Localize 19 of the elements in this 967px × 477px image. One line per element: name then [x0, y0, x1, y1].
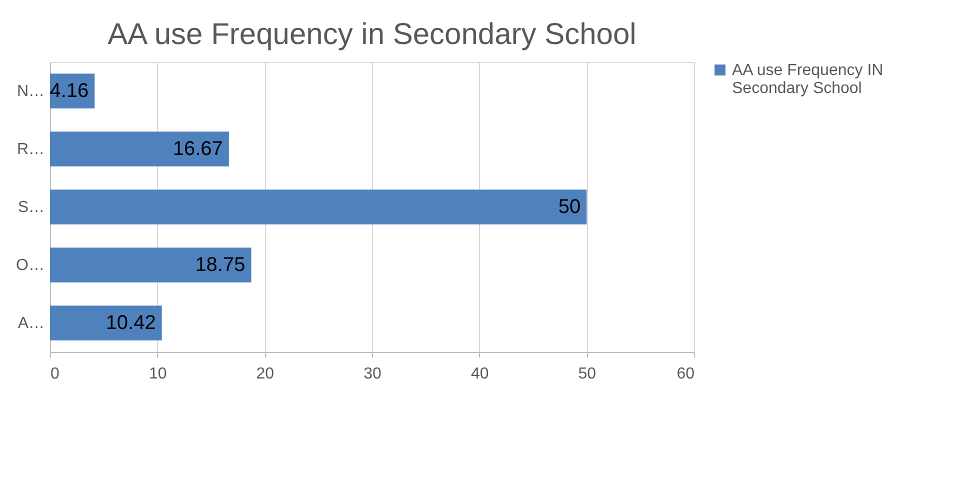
x-tick-label: 20 — [256, 366, 274, 382]
chart-title: AA use Frequency in Secondary School — [108, 18, 636, 51]
x-tick-label: 60 — [676, 366, 695, 382]
legend-label: AA use Frequency IN Secondary School — [732, 62, 884, 97]
data-label: 4.16 — [50, 80, 89, 102]
x-tick-label: 0 — [50, 366, 60, 382]
y-tick-label: S… — [18, 199, 44, 216]
data-label: 18.75 — [195, 254, 246, 276]
x-tick-label: 50 — [578, 366, 596, 382]
x-tick-label: 10 — [148, 366, 167, 382]
y-tick-label: N… — [16, 83, 44, 100]
y-tick-label: R… — [16, 141, 44, 158]
data-label: 10.42 — [106, 312, 156, 334]
y-tick-label: O… — [16, 257, 44, 274]
data-label: 16.67 — [172, 138, 223, 160]
x-tick-label: 30 — [364, 366, 382, 382]
x-tick-label: 40 — [470, 366, 489, 382]
data-label: 50 — [558, 196, 581, 218]
y-tick-label: A… — [18, 315, 44, 332]
